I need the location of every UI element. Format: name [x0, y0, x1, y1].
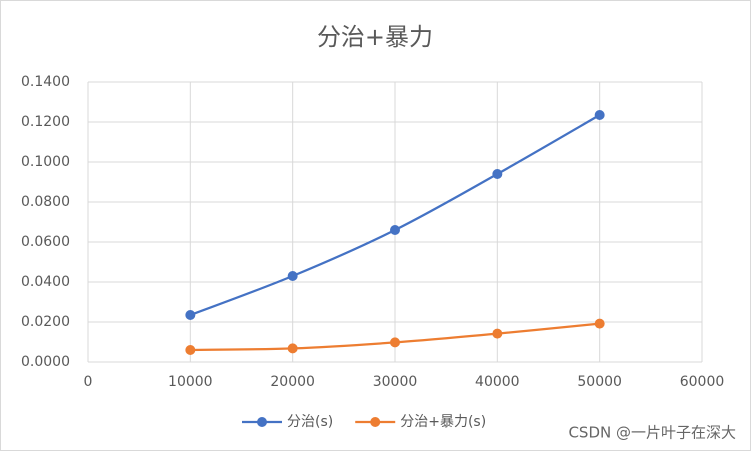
- x-tick-label: 0: [84, 374, 93, 390]
- y-tick-label: 0.0200: [21, 314, 70, 330]
- legend-marker: [257, 417, 267, 427]
- data-point: [390, 225, 400, 235]
- x-tick-label: 10000: [168, 374, 213, 390]
- data-point: [287, 343, 298, 354]
- y-tick-label: 0.1400: [21, 74, 70, 90]
- y-tick-label: 0.1000: [21, 154, 70, 170]
- y-tick-label: 0.0800: [21, 194, 70, 210]
- x-tick-label: 40000: [475, 374, 520, 390]
- data-point: [185, 345, 196, 355]
- chart-title: 分治+暴力: [317, 23, 433, 51]
- x-tick-label: 60000: [680, 374, 725, 390]
- data-point: [390, 337, 400, 348]
- x-tick-label: 20000: [270, 374, 315, 390]
- data-point: [492, 169, 503, 179]
- data-point: [594, 110, 605, 120]
- x-tick-label: 50000: [577, 374, 622, 390]
- y-tick-label: 0.1200: [21, 114, 70, 130]
- watermark: CSDN @一片叶子在深大: [568, 424, 736, 442]
- y-tick-label: 0.0600: [21, 234, 70, 250]
- data-point: [287, 271, 298, 281]
- data-point: [185, 310, 196, 320]
- x-tick-label: 30000: [373, 374, 418, 390]
- legend-label: 分治+暴力(s): [400, 414, 486, 430]
- data-point: [492, 328, 503, 339]
- data-point: [594, 318, 605, 329]
- y-tick-label: 0.0400: [21, 274, 70, 290]
- legend-label: 分治(s): [287, 414, 333, 430]
- y-tick-label: 0.0000: [21, 354, 70, 370]
- legend-marker: [370, 417, 381, 427]
